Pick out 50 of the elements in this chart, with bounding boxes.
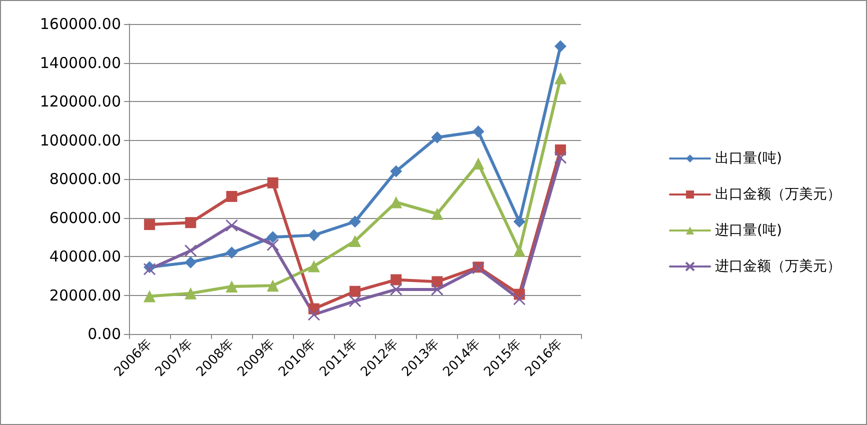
point [144, 219, 156, 230]
point [267, 177, 278, 188]
point [390, 283, 402, 296]
point [226, 280, 238, 293]
point [350, 286, 360, 297]
point [226, 190, 238, 202]
point [266, 280, 279, 292]
point [226, 246, 238, 259]
point [390, 274, 402, 286]
point [308, 260, 320, 272]
point [184, 256, 197, 268]
legend-label: 出口金额（万美元） [715, 186, 841, 202]
point [144, 290, 156, 302]
point [225, 219, 238, 232]
y-tick-label: 40000.00 [49, 248, 121, 266]
point [266, 231, 279, 244]
point [472, 158, 484, 170]
point [513, 216, 526, 228]
y-tick-label: 20000.00 [49, 286, 121, 304]
point [349, 216, 361, 228]
point [554, 151, 567, 164]
point [472, 126, 484, 138]
point [308, 229, 320, 242]
y-tick-label: 100000.00 [40, 131, 121, 150]
point [513, 292, 526, 306]
point [348, 294, 362, 308]
y-tick-label: 80000.00 [49, 170, 121, 188]
y-tick-label: 120000.00 [40, 92, 121, 110]
point [184, 244, 197, 257]
y-tick-label: 0.00 [88, 325, 121, 343]
point [554, 40, 566, 52]
legend-label: 进口量(吨) [715, 222, 782, 238]
y-tick-label: 60000.00 [49, 208, 121, 227]
y-tick-label: 140000.00 [40, 54, 121, 72]
point [390, 165, 402, 178]
point [554, 72, 566, 84]
point [185, 217, 196, 228]
point [430, 283, 444, 296]
point [513, 244, 526, 257]
point [431, 208, 444, 220]
point [266, 238, 280, 252]
point [308, 308, 320, 321]
y-tick-label: 160000.00 [40, 15, 121, 33]
point [184, 287, 197, 300]
point [432, 276, 443, 288]
point [390, 196, 402, 208]
point [349, 235, 361, 247]
legend-label: 进口金额（万美元） [715, 258, 841, 274]
legend-label: 出口量(吨) [715, 150, 782, 166]
point [431, 131, 444, 144]
